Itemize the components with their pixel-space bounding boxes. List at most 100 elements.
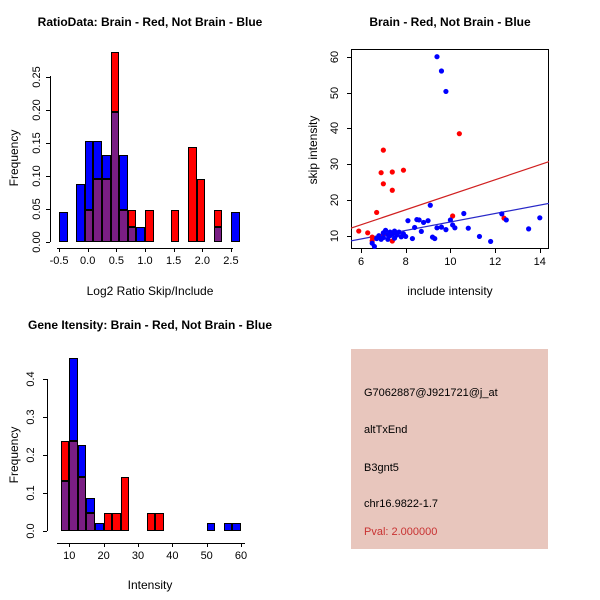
y-axis-tick-label: 0.25: [31, 65, 43, 88]
hist-bar-red: [110, 52, 120, 113]
data-point-not-brain: [432, 235, 438, 242]
y-axis-tick-label: 40: [329, 122, 341, 135]
x-axis-tick: [173, 248, 175, 252]
x-axis-tick-label: 6: [357, 256, 365, 268]
ratio-histogram-title: RatioData: Brain - Red, Not Brain - Blue: [37, 15, 263, 29]
brain-fit-line: [351, 161, 549, 229]
x-axis-tick: [361, 249, 362, 253]
hist-bar-overlap: [127, 227, 137, 242]
hist-bar-overlap: [69, 440, 78, 532]
data-point-brain: [380, 181, 386, 187]
data-point-not-brain: [412, 224, 418, 231]
x-axis-tick-label: 8: [402, 256, 409, 268]
x-axis-tick-label: 60: [234, 550, 248, 562]
x-axis-tick-label: 30: [131, 550, 145, 562]
y-axis-tick: [42, 493, 47, 495]
y-axis-tick-label: 0.10: [31, 165, 43, 187]
data-point-not-brain: [499, 211, 505, 217]
data-point-not-brain: [403, 233, 409, 240]
hist-bar-overlap: [110, 112, 120, 242]
x-axis-tick: [450, 249, 452, 253]
x-axis-tick: [87, 248, 89, 252]
x-axis-tick: [405, 249, 407, 253]
data-point-brain: [450, 213, 456, 219]
plot-box: [351, 49, 549, 249]
hist-bar-red: [187, 147, 197, 242]
hist-bar-overlap: [119, 210, 128, 242]
data-point-brain: [374, 209, 380, 216]
data-point-not-brain: [418, 228, 424, 235]
x-axis-tick-label: 2.0: [194, 255, 210, 267]
hist-bar-red: [60, 440, 70, 481]
data-point-not-brain: [434, 225, 440, 231]
data-point-not-brain: [443, 227, 449, 233]
ratio-histogram-ylabel: Frequency: [7, 129, 21, 187]
genomic-location-text: chr16.9822-1.7: [364, 498, 438, 510]
y-axis-tick: [347, 164, 351, 166]
hist-bar-blue: [86, 498, 96, 514]
x-axis-tick: [145, 248, 146, 252]
probe-id-text: G7062887@J921721@j_at: [364, 387, 498, 399]
y-axis-tick: [42, 379, 47, 381]
hist-bar-red: [213, 210, 223, 228]
y-axis-tick-label: 50: [329, 86, 341, 99]
hist-bar-blue: [84, 140, 94, 211]
y-axis-tick: [46, 142, 50, 144]
x-axis-tick-label: 10: [63, 550, 76, 562]
data-point-not-brain: [438, 68, 445, 74]
hist-bar-blue: [232, 522, 242, 532]
data-point-not-brain: [447, 217, 453, 223]
hist-bar-overlap: [60, 480, 70, 532]
hist-bar-blue: [95, 522, 104, 532]
y-axis-tick-label: 0.2: [25, 447, 37, 463]
y-axis-tick-label: 0.3: [25, 409, 37, 425]
hist-bar-overlap: [77, 476, 87, 532]
x-axis-tick: [206, 543, 208, 547]
data-point-brain: [369, 234, 375, 240]
splice-event-text: altTxEnd: [364, 424, 408, 436]
data-point-not-brain: [537, 215, 543, 221]
x-axis-tick: [103, 543, 105, 547]
x-axis-tick-label: 0.0: [80, 255, 96, 267]
y-axis-tick-label: 0.05: [31, 198, 43, 220]
gene-histogram-ylabel: Frequency: [7, 426, 21, 484]
data-point-not-brain: [420, 219, 427, 226]
x-axis-tick: [172, 543, 174, 547]
data-point-brain: [389, 169, 395, 175]
hist-bar-red: [170, 210, 180, 242]
data-point-not-brain: [452, 225, 458, 231]
hist-bar-blue: [69, 358, 78, 441]
y-axis-tick: [46, 109, 50, 111]
hist-bar-red: [196, 179, 206, 242]
data-point-not-brain: [382, 227, 389, 233]
hist-bar-blue: [223, 522, 233, 532]
panel-gene-info: G7062887@J921721@j_at altTxEnd B3gnt5 ch…: [300, 300, 600, 600]
hist-bar-blue: [136, 227, 145, 242]
y-axis-tick: [46, 242, 50, 243]
data-point-not-brain: [425, 218, 431, 224]
scatter-title: Brain - Red, Not Brain - Blue: [369, 15, 531, 29]
gene-info-box: G7062887@J921721@j_at altTxEnd B3gnt5 ch…: [351, 349, 548, 549]
x-axis-tick: [539, 249, 541, 253]
data-point-not-brain: [526, 226, 532, 232]
y-axis-tick-label: 10: [329, 229, 341, 242]
hist-bar-red: [120, 476, 130, 532]
hist-bar-overlap: [86, 513, 96, 532]
x-axis-tick-label: -0.5: [49, 255, 69, 267]
gene-histogram-title: Gene Itensity: Brain - Red, Not Brain - …: [27, 318, 273, 332]
panel-scatter: Brain - Red, Not Brain - Blue skip inten…: [300, 0, 600, 300]
ratio-histogram-xlabel: Log2 Ratio Skip/Include: [86, 284, 214, 298]
panel-ratio-histogram: RatioData: Brain - Red, Not Brain - Blue…: [0, 0, 300, 300]
y-axis-tick-label: 60: [329, 50, 341, 63]
x-axis-tick-label: 40: [166, 550, 179, 562]
x-axis-tick-label: 10: [444, 256, 457, 268]
data-point-not-brain: [434, 54, 440, 60]
data-point-not-brain: [461, 210, 467, 217]
x-axis-tick: [59, 248, 61, 252]
y-axis-tick: [42, 531, 47, 533]
hist-bar-red: [155, 513, 164, 532]
y-axis-tick: [42, 417, 47, 419]
x-axis-tick: [138, 543, 139, 547]
panel-gene-histogram: Gene Itensity: Brain - Red, Not Brain - …: [0, 300, 300, 600]
y-axis-line: [46, 379, 48, 532]
